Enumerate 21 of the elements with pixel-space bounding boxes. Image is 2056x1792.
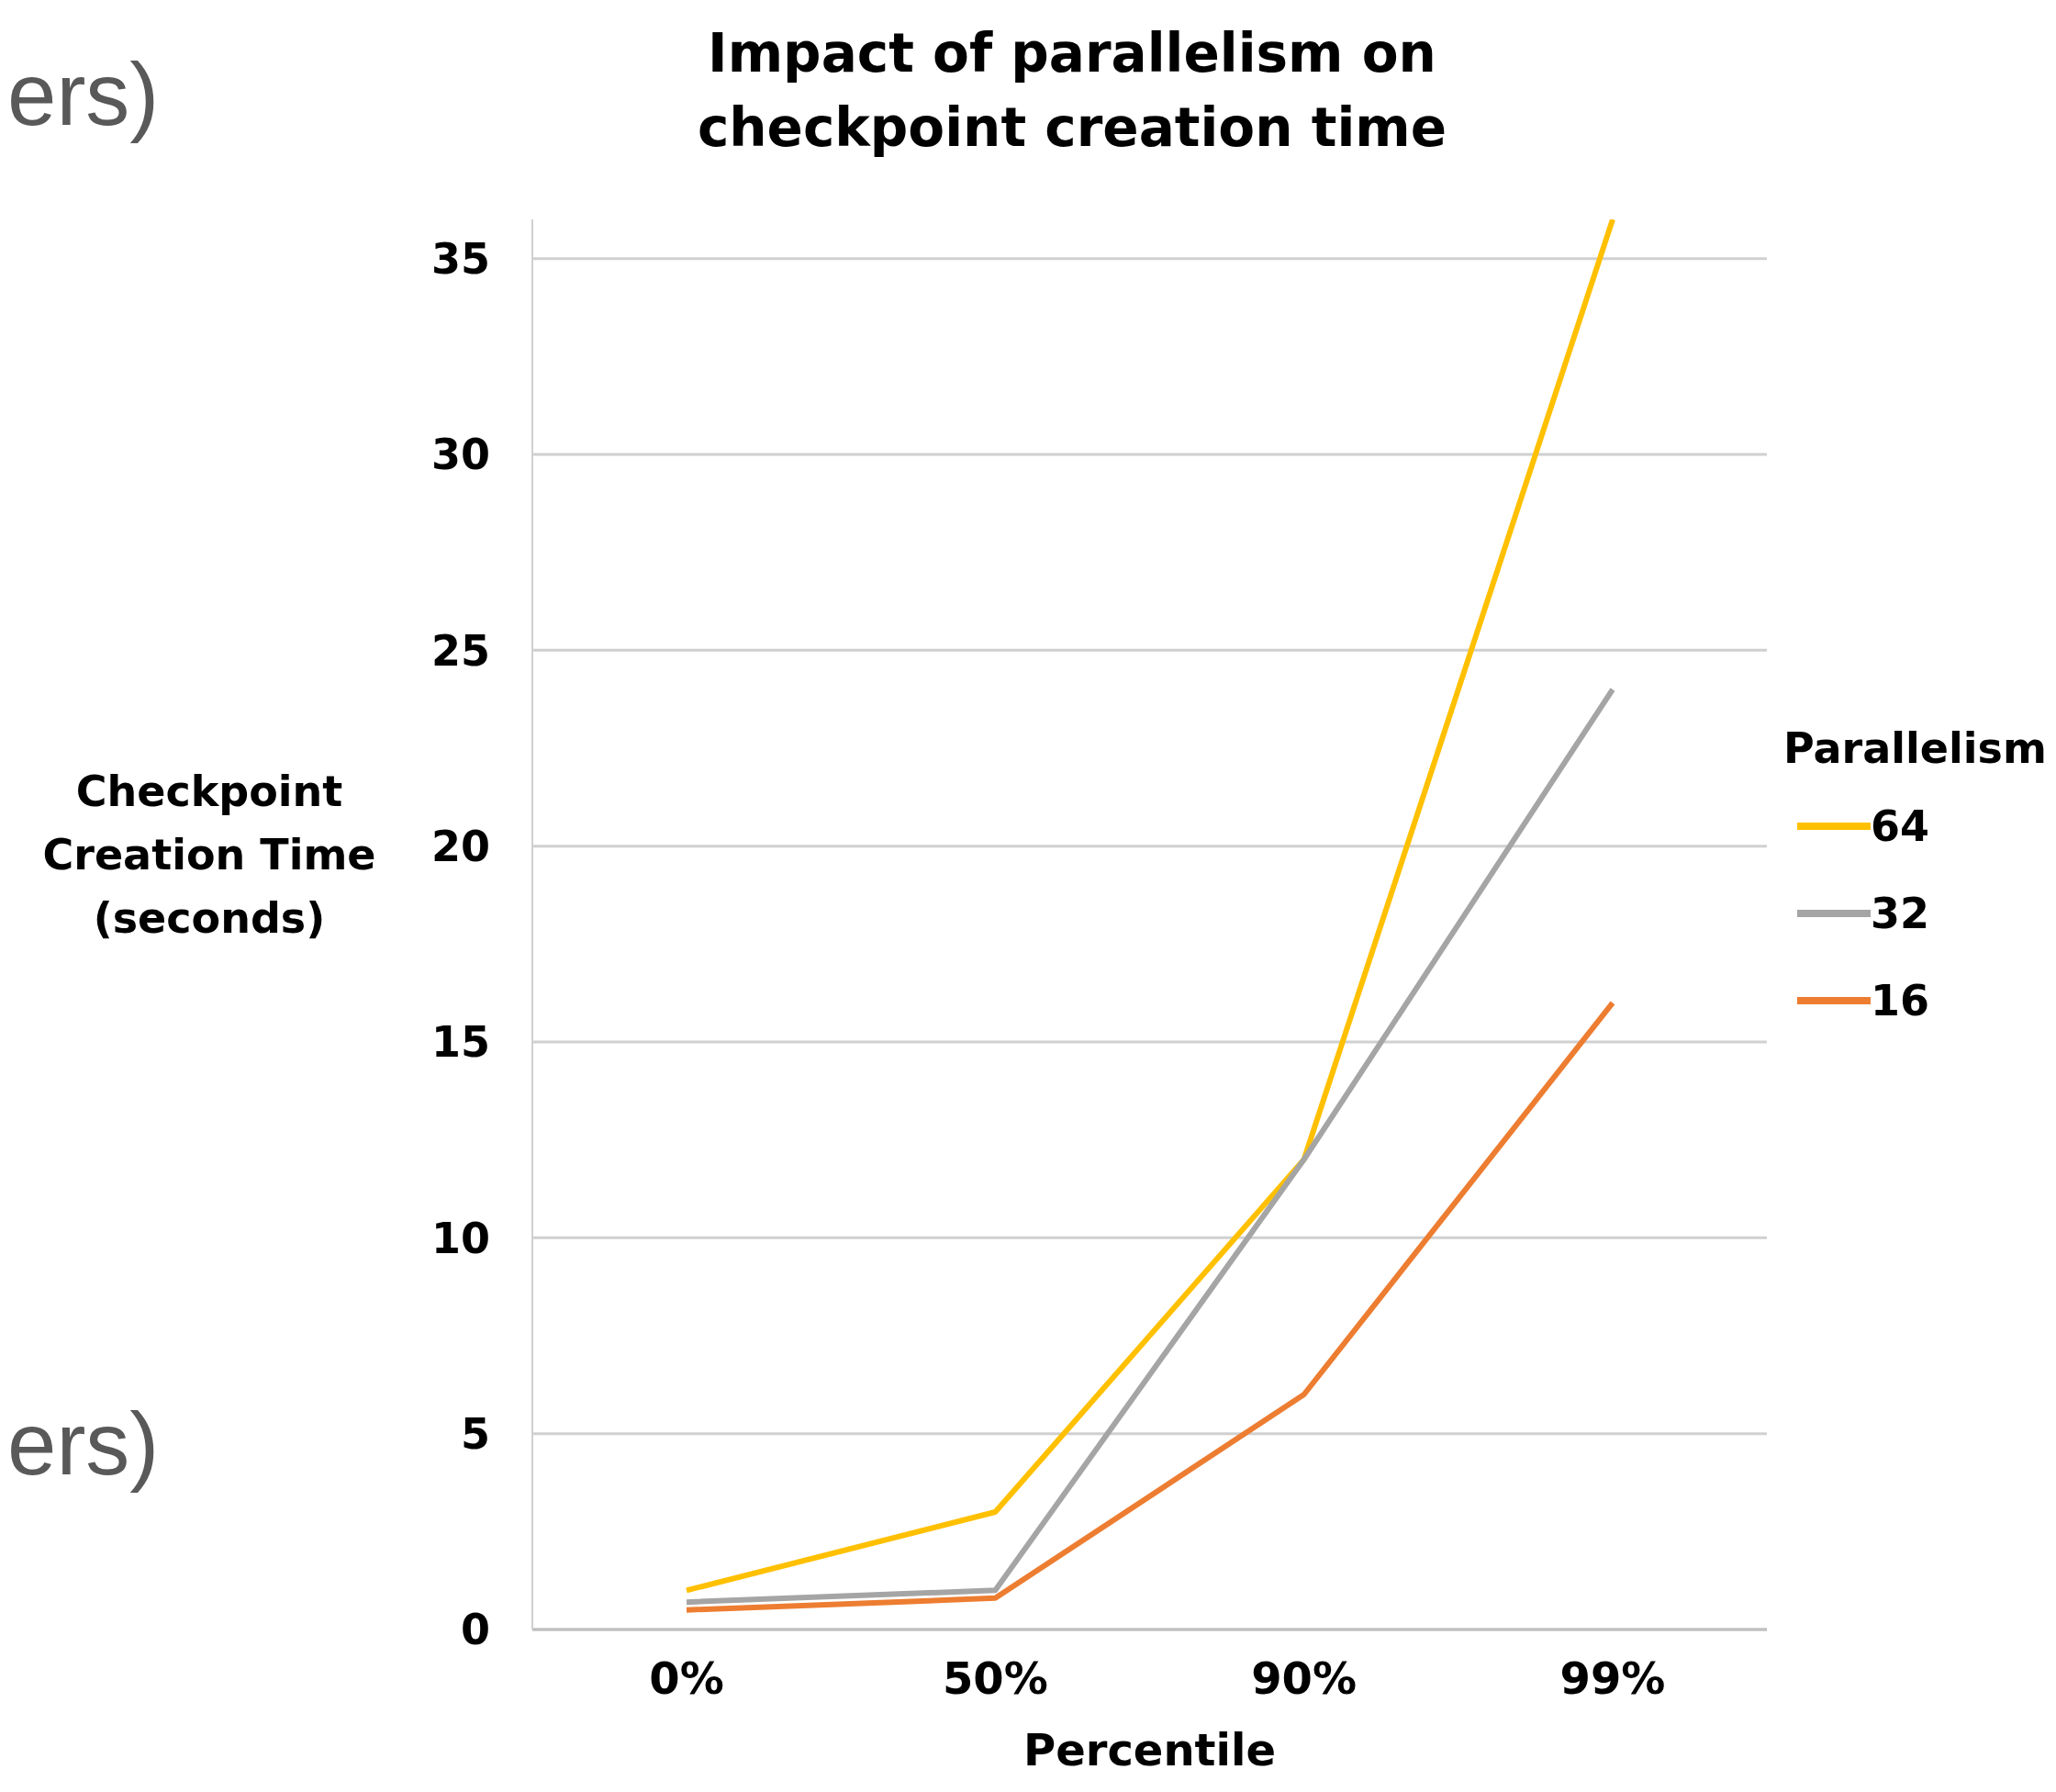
x-axis-title: Percentile <box>1022 1724 1277 1775</box>
legend-label: 64 <box>1871 801 1930 851</box>
x-tick-label: 99% <box>1559 1652 1666 1705</box>
y-tick-label: 30 <box>430 430 490 480</box>
text: ers) <box>7 1394 160 1495</box>
legend-title: Parallelism <box>1783 723 2047 773</box>
text: ers) <box>7 44 160 145</box>
chart-title: Impact of parallelism on checkpoint creation time <box>696 21 1448 162</box>
legend-label: 16 <box>1871 975 1930 1025</box>
y-tick-label: 15 <box>430 1017 490 1068</box>
x-tick-label: 90% <box>1251 1652 1358 1705</box>
y-tick-label: 10 <box>430 1213 490 1263</box>
legend-label: 32 <box>1871 888 1930 938</box>
y-tick-label: 0 <box>460 1605 490 1655</box>
x-tick-label: 0% <box>649 1652 724 1705</box>
y-tick-label: 20 <box>430 822 490 871</box>
y-tick-label: 25 <box>430 625 490 676</box>
y-tick-label: 5 <box>460 1409 490 1459</box>
y-axis-title: Checkpoint Creation Time (seconds) <box>41 766 377 945</box>
y-tick-label: 35 <box>430 234 490 284</box>
x-tick-label: 50% <box>942 1652 1048 1705</box>
